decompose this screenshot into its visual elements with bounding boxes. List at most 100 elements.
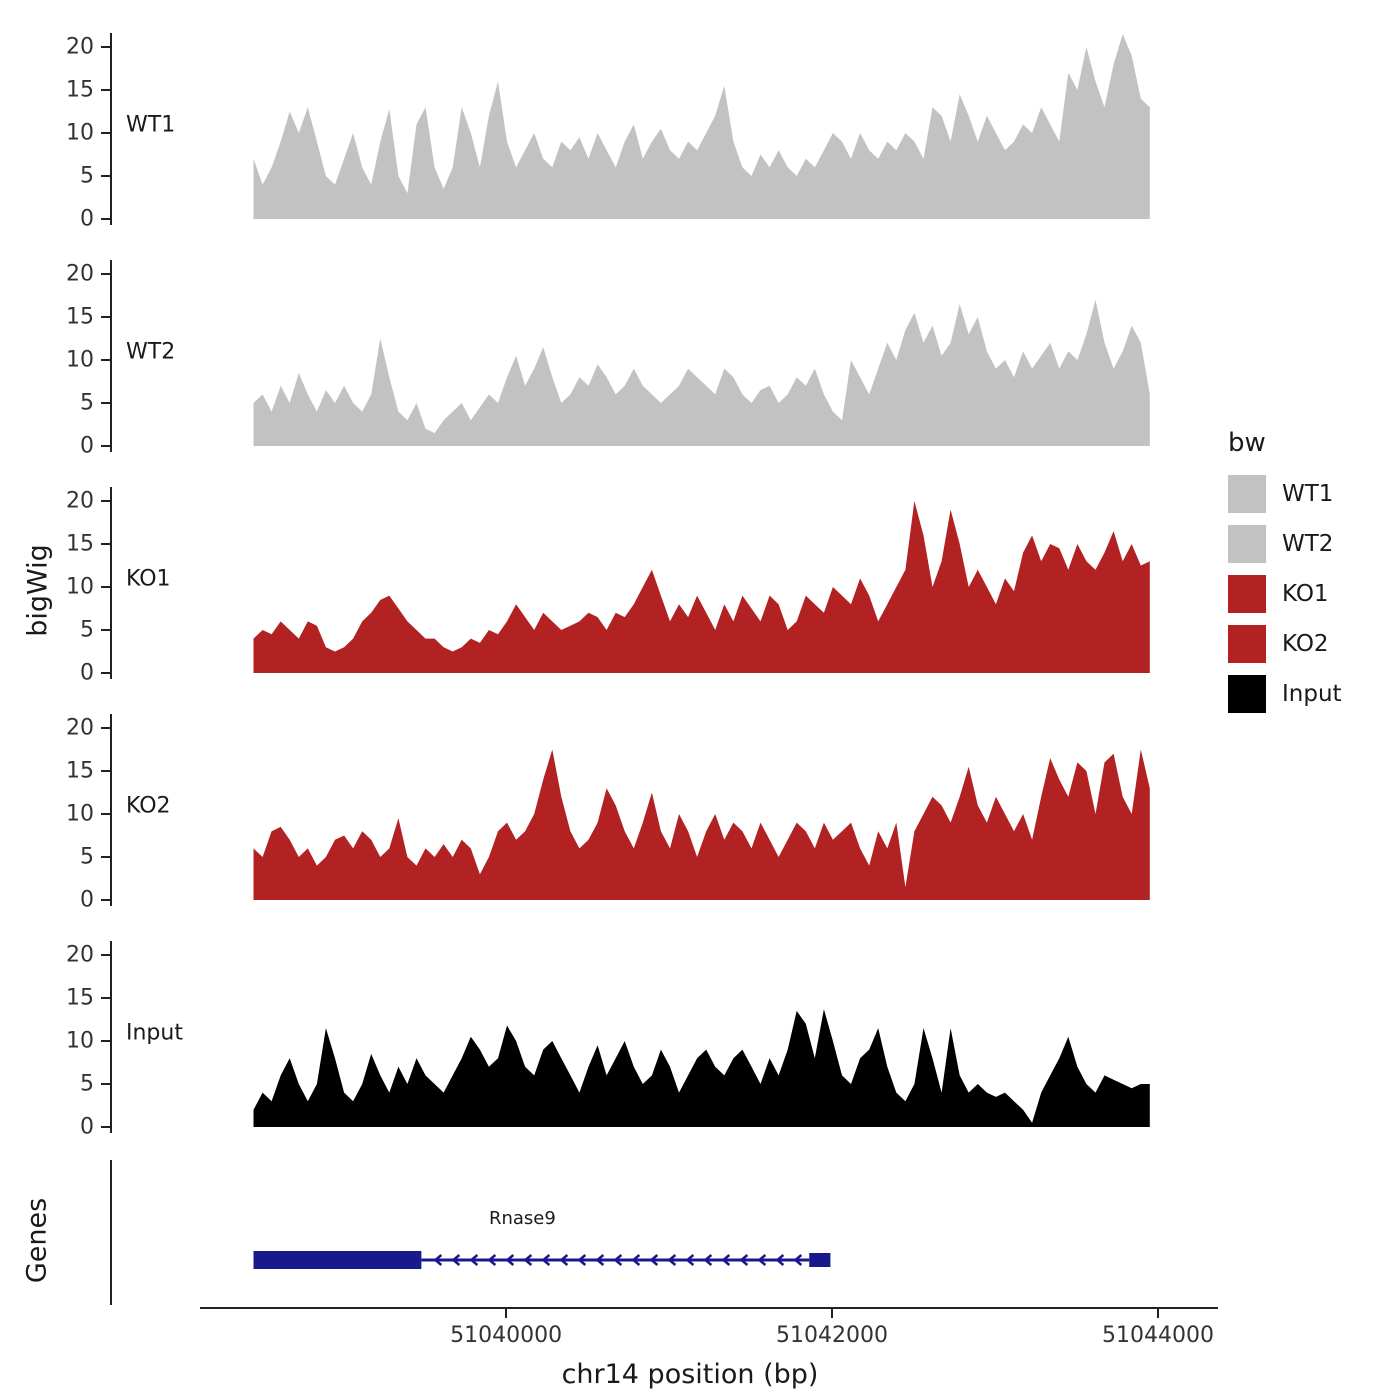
track-panel-wt1: 0 5 10 15 20 WT1 (0, 25, 1260, 232)
legend-items: WT1 WT2 KO1 KO2 Input (1228, 474, 1342, 714)
y-tick-label: 15 (66, 77, 94, 103)
y-tick-label: 10 (66, 1028, 94, 1054)
strand-arrow-icon (793, 1254, 803, 1266)
y-tick-mark (101, 672, 110, 674)
strand-arrow-icon (757, 1254, 767, 1266)
legend: bw WT1 WT2 KO1 KO2 Input (1228, 428, 1342, 724)
strand-arrow-icon (631, 1254, 641, 1266)
strand-arrow-icon (469, 1254, 479, 1266)
legend-item-ko1: KO1 (1228, 574, 1342, 614)
strand-arrow-icon (775, 1254, 785, 1266)
y-tick-mark (101, 1040, 110, 1042)
y-tick-mark (101, 997, 110, 999)
y-tick-label: 5 (80, 617, 94, 643)
strand-arrow-icon (685, 1254, 695, 1266)
strand-arrow-icon (577, 1254, 587, 1266)
y-tick-label: 15 (66, 985, 94, 1011)
strand-arrow-icon (451, 1254, 461, 1266)
strand-arrow-icon (739, 1254, 749, 1266)
legend-swatch-icon (1228, 625, 1266, 663)
x-axis-line (200, 1307, 1218, 1309)
y-tick-mark (101, 402, 110, 404)
legend-label: WT1 (1282, 481, 1334, 507)
strand-arrow-icon (613, 1254, 623, 1266)
y-axis-line (110, 941, 112, 1133)
genes-panel-title: Genes (21, 1197, 53, 1284)
y-tick-mark (101, 273, 110, 275)
strand-arrow-icon (649, 1254, 659, 1266)
strand-arrow-icon (541, 1254, 551, 1266)
strand-arrow-icon (595, 1254, 605, 1266)
y-tick-label: 20 (66, 715, 94, 741)
y-tick-label: 15 (66, 531, 94, 557)
x-tick-label: 51044000 (1101, 1323, 1214, 1348)
track-panel-ko1: 0 5 10 15 20 KO1 (0, 479, 1260, 686)
legend-swatch-icon (1228, 675, 1266, 713)
y-tick-label: 0 (80, 433, 94, 459)
track-label-wt2: WT2 (126, 339, 176, 365)
legend-swatch-icon (1228, 575, 1266, 613)
x-tick-mark (505, 1309, 508, 1318)
y-tick-label: 5 (80, 844, 94, 870)
legend-swatch-icon (1228, 475, 1266, 513)
y-tick-label: 15 (66, 758, 94, 784)
legend-item-wt2: WT2 (1228, 524, 1342, 564)
y-tick-label: 0 (80, 660, 94, 686)
gene-model (253, 1251, 831, 1269)
coverage-area-ko2 (253, 749, 1150, 900)
strand-arrow-icon (721, 1254, 731, 1266)
y-axis-line (110, 487, 112, 679)
y-tick-mark (101, 132, 110, 134)
y-tick-mark (101, 727, 110, 729)
coverage-area-wt1 (253, 34, 1150, 219)
y-tick-mark (101, 218, 110, 220)
y-axis-line (110, 714, 112, 906)
y-tick-label: 20 (66, 261, 94, 287)
y-tick-label: 5 (80, 163, 94, 189)
y-tick-label: 10 (66, 574, 94, 600)
legend-swatch-icon (1228, 525, 1266, 563)
y-tick-mark (101, 899, 110, 901)
y-tick-mark (101, 500, 110, 502)
track-label-ko1: KO1 (126, 566, 171, 592)
strand-arrow-icon (487, 1254, 497, 1266)
y-tick-label: 20 (66, 34, 94, 60)
y-tick-label: 5 (80, 1071, 94, 1097)
y-tick-mark (101, 46, 110, 48)
y-tick-label: 15 (66, 304, 94, 330)
track-label-wt1: WT1 (126, 112, 176, 138)
y-tick-label: 0 (80, 1114, 94, 1140)
y-tick-mark (101, 175, 110, 177)
strand-arrow-icon (433, 1254, 443, 1266)
strand-arrow-icon (703, 1254, 713, 1266)
genes-axis-line (110, 1160, 112, 1305)
legend-item-wt1: WT1 (1228, 474, 1342, 514)
track-panel-wt2: 0 5 10 15 20 WT2 (0, 252, 1260, 459)
x-tick-mark (1156, 1309, 1159, 1318)
gene-name-label: Rnase9 (488, 1208, 556, 1229)
legend-label: KO2 (1282, 631, 1329, 657)
x-tick-mark (831, 1309, 834, 1318)
y-tick-label: 10 (66, 120, 94, 146)
legend-label: KO1 (1282, 581, 1329, 607)
y-axis-line (110, 33, 112, 225)
x-tick-label: 51040000 (450, 1323, 563, 1348)
legend-label: Input (1282, 681, 1342, 707)
track-label-input: Input (126, 1020, 183, 1046)
y-tick-mark (101, 770, 110, 772)
y-tick-label: 0 (80, 206, 94, 232)
y-tick-label: 10 (66, 801, 94, 827)
y-tick-mark (101, 359, 110, 361)
coverage-area-ko1 (253, 501, 1150, 673)
y-tick-label: 10 (66, 347, 94, 373)
track-panel-ko2: 0 5 10 15 20 KO2 (0, 706, 1260, 913)
legend-item-ko2: KO2 (1228, 624, 1342, 664)
strand-arrow-icon (667, 1254, 677, 1266)
strand-arrow-icon (505, 1254, 515, 1266)
y-tick-mark (101, 629, 110, 631)
coverage-area-wt2 (253, 299, 1150, 446)
y-tick-mark (101, 586, 110, 588)
legend-item-input: Input (1228, 674, 1342, 714)
coverage-area-input (253, 1009, 1150, 1127)
legend-label: WT2 (1282, 531, 1334, 557)
